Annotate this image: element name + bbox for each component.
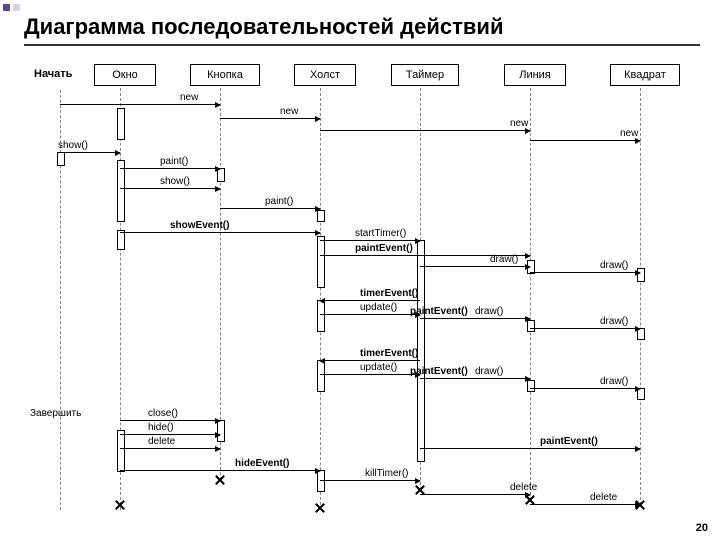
message-label: delete [510,482,537,493]
message-arrow [320,240,420,241]
message-arrow [120,188,220,189]
participant-line: Линия [504,64,566,86]
message-arrow [120,232,320,233]
message-arrow [320,480,420,481]
message-label: draw() [490,254,518,265]
activation [117,160,125,222]
title-underline [24,44,700,46]
message-label: showEvent() [170,220,229,231]
message-label: update() [360,362,397,373]
message-label: paintEvent() [410,366,468,377]
activation [57,152,65,166]
message-arrow [120,420,220,421]
destroy-win [114,499,126,511]
participant-square: Квадрат [610,64,680,86]
message-label: draw() [600,260,628,271]
message-arrow [420,448,640,449]
message-arrow [60,152,120,153]
message-label: show() [160,176,190,187]
message-arrow [120,168,220,169]
message-arrow [420,378,530,379]
message-arrow [220,118,320,119]
participant-timer: Таймер [391,64,459,86]
message-arrow [530,388,640,389]
message-label: timerEvent() [360,288,418,299]
lifeline-line [530,88,531,500]
message-label: show() [58,140,88,151]
sequence-diagram: Начать Завершить Окно Кнопка Холст Таймер Лини… [20,60,700,530]
accent-square-light [13,4,20,11]
message-arrow [420,494,530,495]
message-arrow [320,300,420,301]
message-label: killTimer() [365,468,409,479]
destroy-canvas [314,502,326,514]
message-label: draw() [475,306,503,317]
message-arrow [530,272,640,273]
activation [117,230,125,250]
message-arrow [530,328,640,329]
message-label: timerEvent() [360,348,418,359]
participant-win: Окно [94,64,156,86]
lifeline-square [640,88,641,505]
activation [117,430,125,472]
message-label: draw() [600,376,628,387]
message-arrow [120,434,220,435]
participant-canvas: Холст [294,64,356,86]
message-arrow [120,448,220,449]
message-arrow [220,208,320,209]
message-label: draw() [600,316,628,327]
message-label: new [280,106,298,117]
message-label: delete [148,436,175,447]
activation [317,360,325,392]
participant-btn: Кнопка [190,64,260,86]
actor-label: Начать [30,64,76,84]
message-label: paintEvent() [355,243,413,254]
accent-square-dark [3,4,10,11]
message-label: hide() [148,422,174,433]
activation [117,108,125,140]
message-arrow [420,318,530,319]
destroy-btn [214,474,226,486]
message-label: paint() [265,196,293,207]
message-arrow [120,470,320,471]
message-label: draw() [475,366,503,377]
message-arrow [320,374,420,375]
message-arrow [530,140,640,141]
message-label: paintEvent() [410,306,468,317]
slide-title: Диаграмма последовательностей действий [24,14,503,40]
message-label: delete [590,492,617,503]
message-arrow [320,130,530,131]
slide-accent-bar [0,0,720,14]
message-arrow [420,266,530,267]
message-label: new [180,92,198,103]
activation [317,236,325,288]
activation [317,300,325,332]
page-number: 20 [696,522,708,534]
message-label: paint() [160,156,188,167]
finish-label: Завершить [30,408,81,419]
message-label: update() [360,302,397,313]
message-arrow [320,314,420,315]
message-arrow [530,504,640,505]
message-label: startTimer() [355,228,406,239]
message-label: close() [148,408,178,419]
message-label: hideEvent() [235,458,289,469]
message-arrow [320,360,420,361]
message-label: paintEvent() [540,436,598,447]
message-arrow [60,104,220,105]
